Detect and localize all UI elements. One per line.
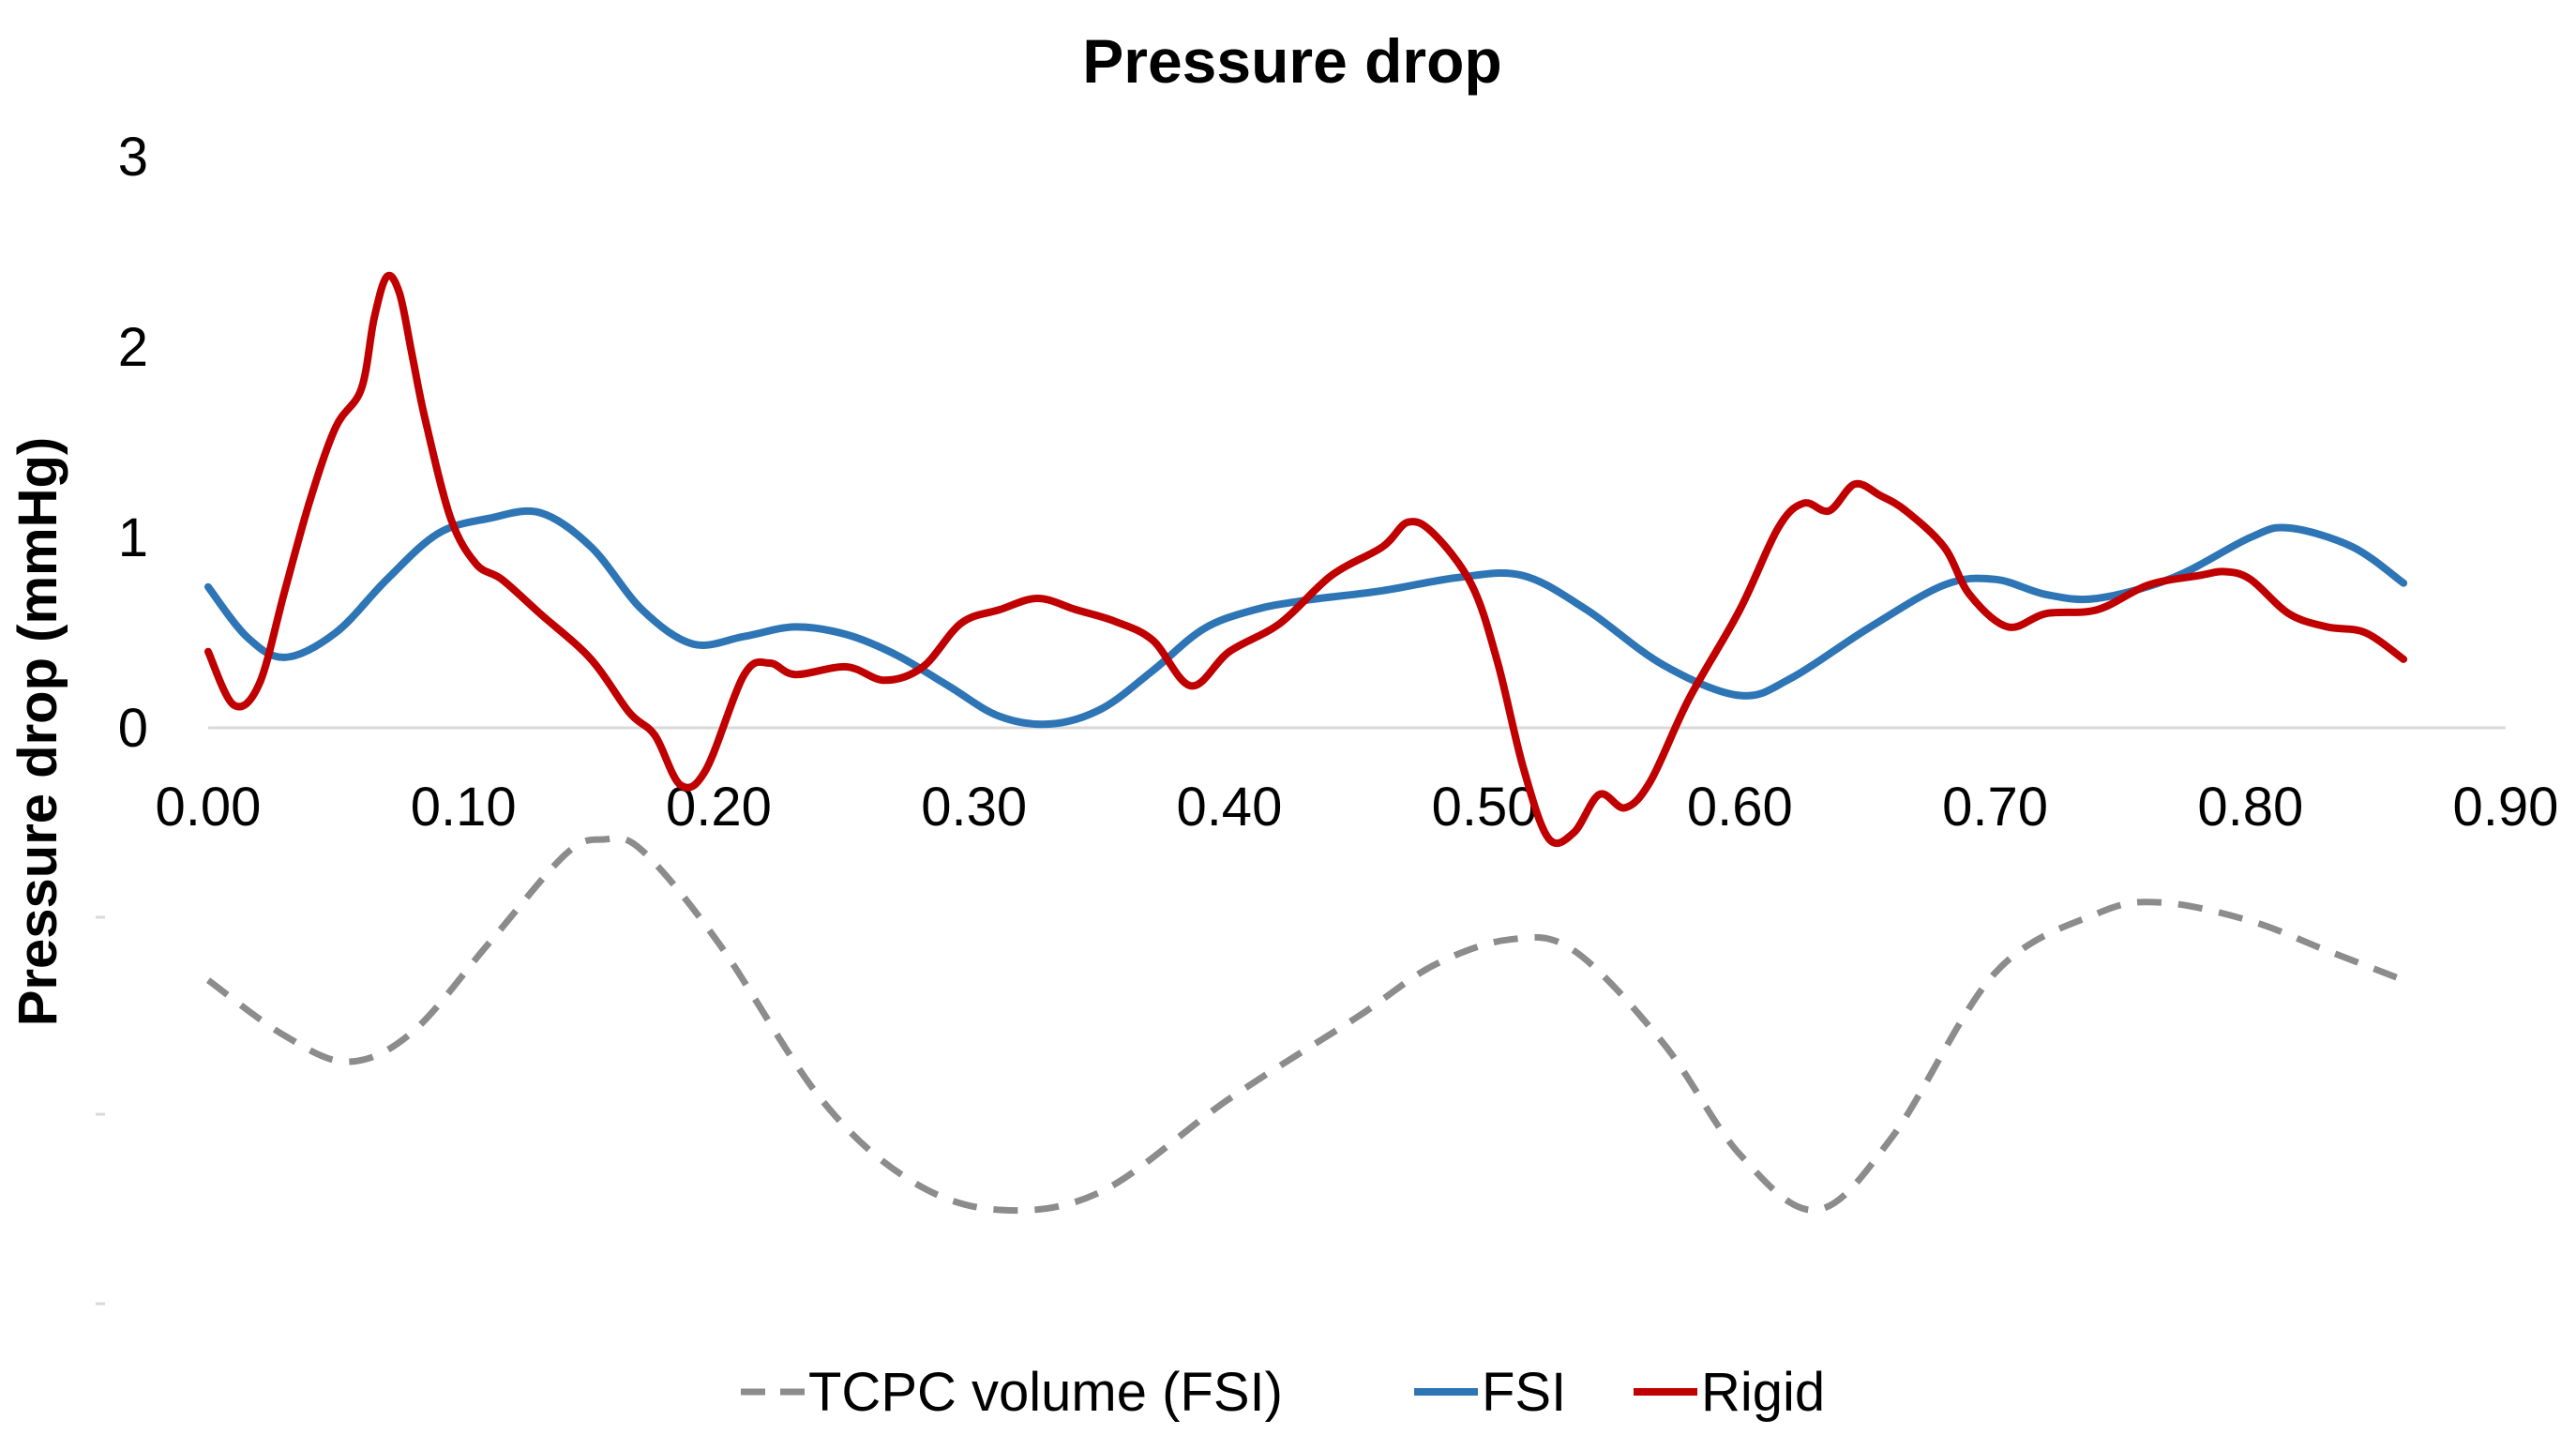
y-tick-label: 3	[118, 127, 148, 188]
x-tick-label: 0.60	[1687, 777, 1793, 838]
x-tick-label: 0.90	[2453, 777, 2559, 838]
legend: TCPC volume (FSI) FSI Rigid	[741, 1362, 1825, 1423]
y-tick-label: 2	[118, 317, 148, 378]
series-line-fsi	[204, 506, 2408, 729]
y-axis-ticks: 0 1 2 3	[118, 127, 148, 759]
secondary-axis-ticks	[96, 915, 105, 1306]
series-line-rigid	[204, 271, 2408, 848]
x-tick-label: 0.50	[1432, 777, 1538, 838]
x-tick-label: 0.00	[156, 777, 262, 838]
x-tick-label: 0.80	[2197, 777, 2303, 838]
y-tick-label: 0	[118, 698, 148, 759]
legend-label: TCPC volume (FSI)	[808, 1362, 1283, 1423]
chart-title: Pressure drop	[1082, 26, 1502, 96]
x-axis-ticks: 0.00 0.10 0.20 0.30 0.40 0.50 0.60 0.70 0.80 0.90	[156, 777, 2559, 838]
x-tick-label: 0.70	[1942, 777, 2048, 838]
series-layer	[204, 271, 2408, 1215]
x-tick-label: 0.30	[921, 777, 1027, 838]
x-tick-label: 0.40	[1176, 777, 1282, 838]
y-axis-title: Pressure drop (mmHg)	[8, 437, 68, 1026]
y-tick-label: 1	[118, 507, 148, 568]
legend-label: Rigid	[1701, 1362, 1825, 1423]
series-line-tcpc-volume-fsi	[205, 835, 2405, 1215]
x-tick-label: 0.10	[411, 777, 517, 838]
legend-label: FSI	[1482, 1362, 1566, 1423]
